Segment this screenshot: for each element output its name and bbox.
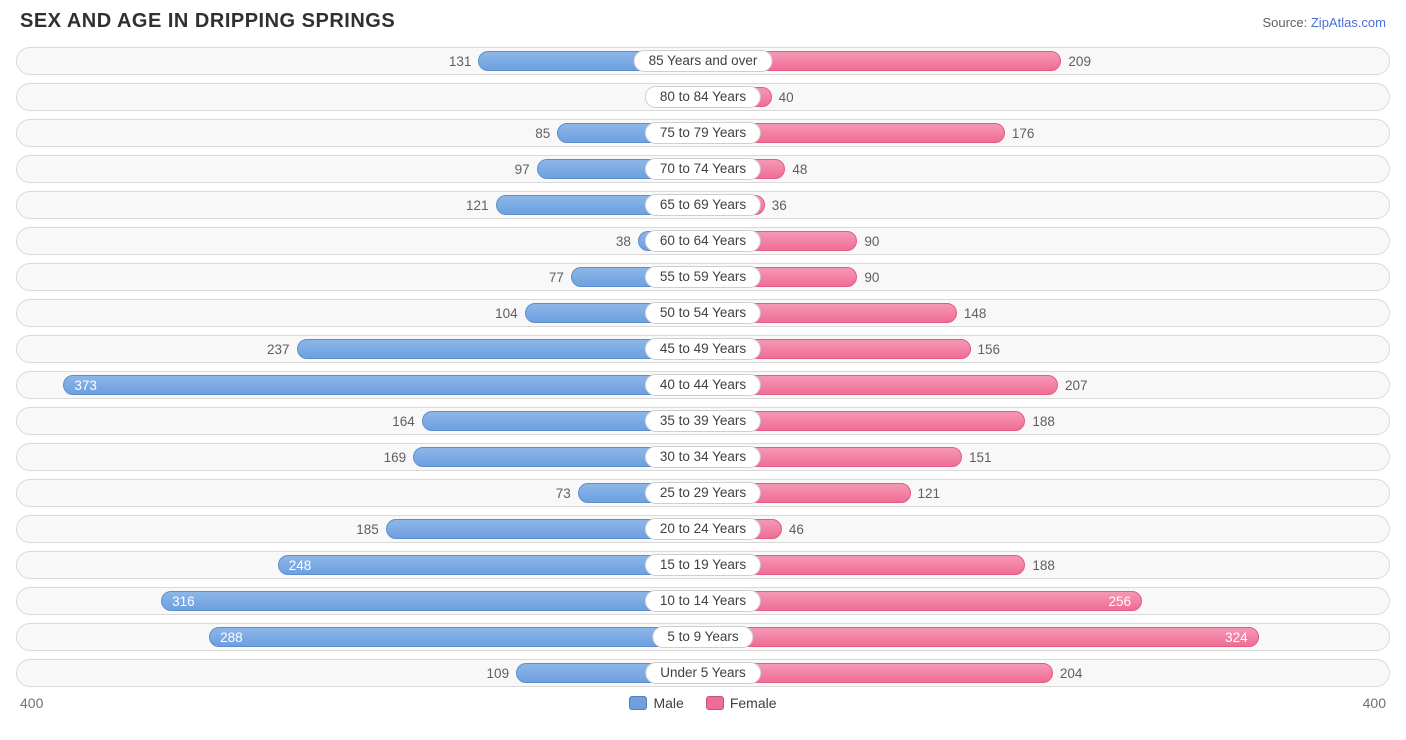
chart-header: SEX AND AGE IN DRIPPING SPRINGS Source: … (16, 10, 1390, 33)
female-value: 324 (1215, 628, 1258, 648)
female-value: 90 (856, 232, 879, 252)
axis-left-max: 400 (20, 695, 43, 711)
male-bar: 373 (63, 375, 703, 395)
chart-source: Source: ZipAtlas.com (1262, 15, 1386, 30)
female-value: 156 (970, 340, 1001, 360)
age-row: 77 90 55 to 59 Years (16, 263, 1390, 291)
female-bar: 324 (703, 627, 1259, 647)
male-value: 97 (515, 160, 538, 180)
age-label: 55 to 59 Years (645, 266, 761, 288)
age-row: 97 48 70 to 74 Years (16, 155, 1390, 183)
age-label: 60 to 64 Years (645, 230, 761, 252)
age-row: 121 3665 to 69 Years (16, 191, 1390, 219)
age-row: 316 256 10 to 14 Years (16, 587, 1390, 615)
age-label: Under 5 Years (645, 662, 761, 684)
age-row: 85 176 75 to 79 Years (16, 119, 1390, 147)
chart-footer: 400 Male Female 400 (16, 695, 1390, 711)
age-row: 109 204 Under 5 Years (16, 659, 1390, 687)
age-row: 248 188 15 to 19 Years (16, 551, 1390, 579)
age-label: 40 to 44 Years (645, 374, 761, 396)
axis-right-max: 400 (1363, 695, 1386, 711)
male-value: 248 (279, 556, 322, 576)
female-value: 48 (784, 160, 807, 180)
age-row: 185 46 20 to 24 Years (16, 515, 1390, 543)
female-value: 188 (1024, 556, 1055, 576)
female-bar: 256 (703, 591, 1142, 611)
male-value: 104 (495, 304, 526, 324)
female-value: 207 (1057, 376, 1088, 396)
male-value: 316 (162, 592, 205, 612)
male-bar: 237 (297, 339, 703, 359)
female-value: 121 (910, 484, 941, 504)
age-label: 45 to 49 Years (645, 338, 761, 360)
male-value: 169 (384, 448, 415, 468)
legend-female: Female (706, 695, 777, 711)
male-value: 38 (616, 232, 639, 252)
source-link[interactable]: ZipAtlas.com (1311, 15, 1386, 30)
source-prefix: Source: (1262, 15, 1310, 30)
male-value: 109 (487, 664, 518, 684)
male-value: 288 (210, 628, 253, 648)
female-swatch (706, 696, 724, 710)
female-value: 188 (1024, 412, 1055, 432)
age-label: 30 to 34 Years (645, 446, 761, 468)
legend-female-label: Female (730, 695, 777, 711)
female-value: 204 (1052, 664, 1083, 684)
female-value: 256 (1099, 592, 1142, 612)
age-row: 237 156 45 to 49 Years (16, 335, 1390, 363)
male-value: 131 (449, 52, 480, 72)
female-value: 46 (781, 520, 804, 540)
age-label: 75 to 79 Years (645, 122, 761, 144)
male-swatch (629, 696, 647, 710)
female-value: 148 (956, 304, 987, 324)
chart-title: SEX AND AGE IN DRIPPING SPRINGS (20, 10, 395, 33)
male-value: 237 (267, 340, 298, 360)
male-bar: 248 (278, 555, 703, 575)
male-value: 185 (356, 520, 387, 540)
age-label: 25 to 29 Years (645, 482, 761, 504)
diverging-bar-chart: 13120985 Years and over24080 to 84 Years… (16, 47, 1390, 687)
female-value: 209 (1060, 52, 1091, 72)
age-label: 20 to 24 Years (645, 518, 761, 540)
age-row: 169 151 30 to 34 Years (16, 443, 1390, 471)
age-label: 85 Years and over (634, 50, 773, 72)
age-label: 15 to 19 Years (645, 554, 761, 576)
male-value: 121 (466, 196, 497, 216)
male-bar: 316 (161, 591, 703, 611)
female-value: 176 (1004, 124, 1035, 144)
male-bar: 288 (209, 627, 703, 647)
female-value: 90 (856, 268, 879, 288)
legend: Male Female (43, 695, 1362, 711)
age-label: 5 to 9 Years (652, 626, 753, 648)
age-row: 131 209 85 Years and over (16, 47, 1390, 75)
age-label: 50 to 54 Years (645, 302, 761, 324)
female-value: 36 (764, 196, 787, 216)
age-row: 73 121 25 to 29 Years (16, 479, 1390, 507)
age-label: 65 to 69 Years (645, 194, 761, 216)
age-label: 10 to 14 Years (645, 590, 761, 612)
age-row: 24080 to 84 Years (16, 83, 1390, 111)
age-row: 373 207 40 to 44 Years (16, 371, 1390, 399)
age-row: 288 324 5 to 9 Years (16, 623, 1390, 651)
male-value: 85 (535, 124, 558, 144)
female-value: 151 (961, 448, 992, 468)
male-value: 73 (556, 484, 579, 504)
male-value: 77 (549, 268, 572, 288)
age-label: 35 to 39 Years (645, 410, 761, 432)
female-value: 40 (771, 88, 794, 108)
male-value: 164 (392, 412, 423, 432)
age-row: 104 148 50 to 54 Years (16, 299, 1390, 327)
male-value: 373 (64, 376, 107, 396)
legend-male: Male (629, 695, 683, 711)
age-label: 70 to 74 Years (645, 158, 761, 180)
age-label: 80 to 84 Years (645, 86, 761, 108)
legend-male-label: Male (653, 695, 683, 711)
age-row: 38 90 60 to 64 Years (16, 227, 1390, 255)
age-row: 164 188 35 to 39 Years (16, 407, 1390, 435)
